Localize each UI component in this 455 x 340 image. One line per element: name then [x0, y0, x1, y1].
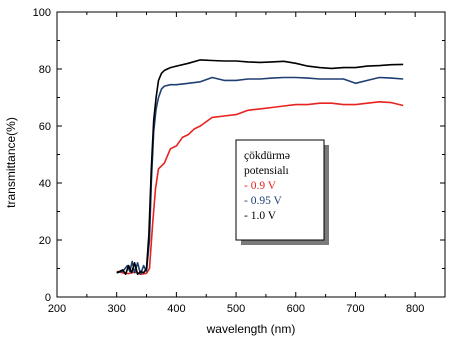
- y-tick-label: 80: [39, 64, 51, 76]
- legend-entry-1: - 0.9 V: [244, 180, 277, 192]
- series-line-3: [116, 59, 404, 275]
- x-tick-label: 300: [108, 303, 126, 315]
- series-line-1: [116, 101, 404, 275]
- series-line-2: [116, 76, 404, 275]
- x-tick-label: 700: [346, 303, 364, 315]
- y-tick-label: 60: [39, 121, 51, 133]
- legend-title-line: çökdürmə: [244, 150, 290, 162]
- series-layer: [116, 59, 404, 275]
- x-tick-label: 600: [287, 303, 305, 315]
- x-tick-label: 400: [167, 303, 185, 315]
- x-tick-label: 800: [406, 303, 424, 315]
- legend-box: [235, 139, 325, 241]
- y-tick-label: 40: [39, 178, 51, 190]
- x-tick-label: 500: [227, 303, 245, 315]
- axis-ticks: 200 300 400 500 600 700 800 0 20 40 60 80 100: [33, 7, 445, 315]
- legend: çökdürmə potensialı - 0.9 V - 0.95 V - 1.0 V: [235, 139, 329, 245]
- x-axis-label: wavelength (nm): [206, 322, 296, 336]
- y-axis-label: transmittance(%): [4, 117, 18, 208]
- legend-entry-3: - 1.0 V: [244, 210, 277, 222]
- legend-entry-2: - 0.95 V: [244, 195, 282, 207]
- y-tick-label: 0: [45, 292, 51, 304]
- y-tick-label: 100: [33, 7, 51, 19]
- legend-title-line: potensialı: [244, 165, 289, 177]
- x-tick-label: 200: [48, 303, 66, 315]
- y-tick-label: 20: [39, 235, 51, 247]
